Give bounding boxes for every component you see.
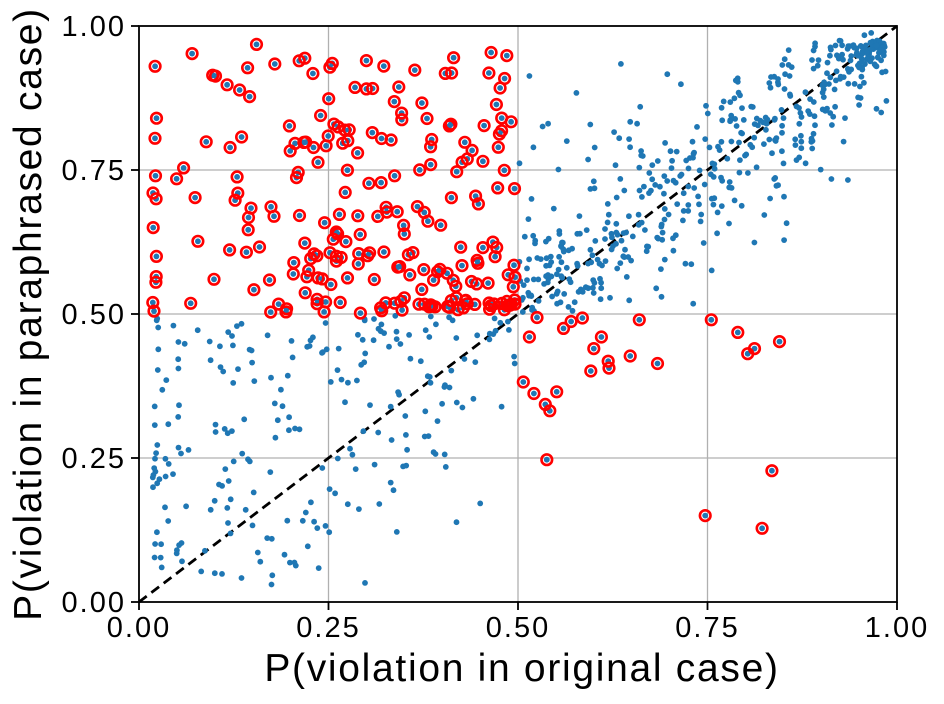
svg-text:1.00: 1.00: [62, 11, 126, 43]
svg-text:0.00: 0.00: [107, 612, 171, 644]
svg-text:0.50: 0.50: [486, 612, 550, 644]
svg-text:P(violation in original case): P(violation in original case): [264, 647, 779, 690]
svg-text:0.75: 0.75: [675, 612, 739, 644]
svg-text:P(violation in paraphrased cas: P(violation in paraphrased case): [7, 7, 50, 621]
svg-text:0.00: 0.00: [62, 587, 126, 619]
svg-text:0.75: 0.75: [62, 155, 126, 187]
svg-text:0.50: 0.50: [62, 299, 126, 331]
svg-text:1.00: 1.00: [865, 612, 929, 644]
svg-text:0.25: 0.25: [62, 443, 126, 475]
svg-text:0.25: 0.25: [296, 612, 360, 644]
